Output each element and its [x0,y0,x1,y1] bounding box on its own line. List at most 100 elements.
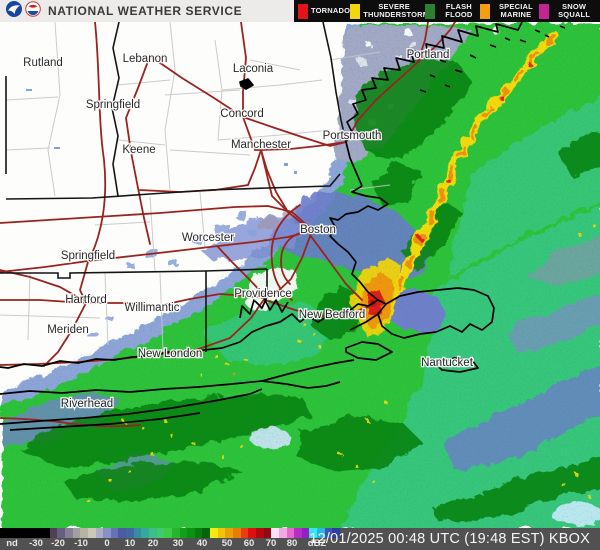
state-borders [0,22,347,352]
colorbar-tick: -10 [74,538,88,549]
status-bar: nd -30 -20 -10 0 10 20 30 40 50 60 70 80 dBZ 12/01/20… [0,528,600,550]
colorbar-segment [64,528,73,538]
alert-legend-item: SNOW SQUALL [539,1,596,20]
colorbar-segment [263,528,272,538]
colorbar-tick: 30 [172,538,184,549]
colorbar-segment [217,528,226,538]
nws-brand[interactable]: NATIONAL WEATHER SERVICE [0,0,294,22]
timestamp: 12/01/2025 00:48 UTC (19:48 EST) KBOX [309,531,590,547]
city-label: Providence [234,288,292,300]
alerts-legend: TORNADO SEVERE THUNDERSTORM FLASH FLOOD SPE… [294,0,600,22]
colorbar-tick: 40 [196,538,208,549]
colorbar-segment [133,528,142,538]
colorbar-segment [141,528,149,538]
city-label: New Bedford [299,309,365,321]
colorbar-segment [240,528,249,538]
alert-label: TORNADO [311,5,351,15]
colorbar-segment [233,528,241,538]
colorbar-segment [72,528,81,538]
alert-color-swatch [350,3,361,19]
colorbar-tick: 60 [243,538,255,549]
colorbar-segment [210,528,218,538]
alert-legend-item: TORNADO [298,3,351,19]
alert-color-swatch [479,3,490,19]
colorbar-segment [294,528,302,538]
colorbar-tick: dBZ [307,538,327,549]
colorbar-segment [309,528,318,538]
colorbar-segment [164,528,172,538]
alert-color-swatch [425,3,436,19]
colorbar-segment [278,528,287,538]
colorbar-segment [126,528,134,538]
colorbar-segment [49,528,58,538]
colorbar-segment [202,528,211,538]
colorbar-segment [317,528,325,538]
alert-label: SPECIAL MARINE [498,1,533,19]
colorbar-tick: 20 [147,538,159,549]
colorbar-segment [118,528,127,538]
colorbar-segment [80,528,88,538]
colorbar-segment [301,528,310,538]
nws-logo[interactable] [25,0,41,22]
city-label: Keene [122,144,155,156]
radar-map[interactable]: Rutland Lebanon Laconia Springfield Concord K… [0,22,600,528]
alert-color-swatch [298,3,308,19]
colorbar-segment [225,528,234,538]
colorbar-strip [0,528,340,538]
alert-legend-item: SPECIAL MARINE [479,1,540,20]
colorbar-tick: -20 [51,538,65,549]
alert-label: SEVERE THUNDERSTORM [363,1,430,19]
radar-canvas: Rutland Lebanon Laconia Springfield Concord K… [0,22,600,528]
colorbar-segment [187,528,195,538]
colorbar-tick: 70 [265,538,277,549]
city-label: New London [138,348,203,360]
colorbar-segment [286,528,295,538]
colorbar-segment [171,528,180,538]
alert-label: SNOW SQUALL [558,1,591,19]
colorbar-segment [148,528,157,538]
colorbar-segment [0,528,50,538]
city-label: Nantucket [421,357,474,369]
colorbar-segment [324,528,333,538]
colorbar-tick: 80 [286,538,298,549]
city-label: Springfield [86,99,140,111]
city-label: Lebanon [123,53,168,65]
colorbar-tick: 50 [221,538,233,549]
city-label: Boston [300,224,336,236]
city-label: Concord [220,108,263,120]
colorbar-tick: 0 [104,538,110,549]
colorbar-segment [110,528,119,538]
colorbar-segment [95,528,104,538]
colorbar-tick: -30 [29,538,43,549]
colorbar-segment [57,528,65,538]
site-title: NATIONAL WEATHER SERVICE [48,4,243,18]
alert-label: FLASH FLOOD [445,1,473,19]
city-label: Laconia [233,63,274,75]
colorbar-segment [87,528,96,538]
city-label: Willimantic [125,302,180,314]
city-label: Rutland [23,57,63,69]
colorbar-ticks: nd -30 -20 -10 0 10 20 30 40 50 60 70 80 dBZ [0,538,345,550]
noaa-logo[interactable] [6,0,22,22]
colorbar-segment [248,528,256,538]
city-label: Worcester [182,232,234,244]
lakes-layer [26,89,297,174]
alert-color-swatch [539,3,550,19]
colorbar-segment [156,528,165,538]
header-bar: NATIONAL WEATHER SERVICE TORNADO SEVERE T… [0,0,600,22]
colorbar-segment [103,528,111,538]
alert-legend-item: FLASH FLOOD [425,1,479,20]
city-labels-layer: Rutland Lebanon Laconia Springfield Concord K… [22,48,475,412]
alert-legend-item: SEVERE THUNDERSTORM [350,1,430,20]
colorbar-segment [179,528,188,538]
city-label: Riverhead [61,398,113,410]
city-label: Manchester [231,139,291,151]
county-lines [0,22,391,353]
city-label: Portsmouth [323,130,382,142]
city-label: Hartford [65,294,107,306]
colorbar-segment [194,528,203,538]
city-label: Springfield [61,250,115,262]
colorbar-segment [271,528,279,538]
colorbar-tick: nd [6,538,18,549]
